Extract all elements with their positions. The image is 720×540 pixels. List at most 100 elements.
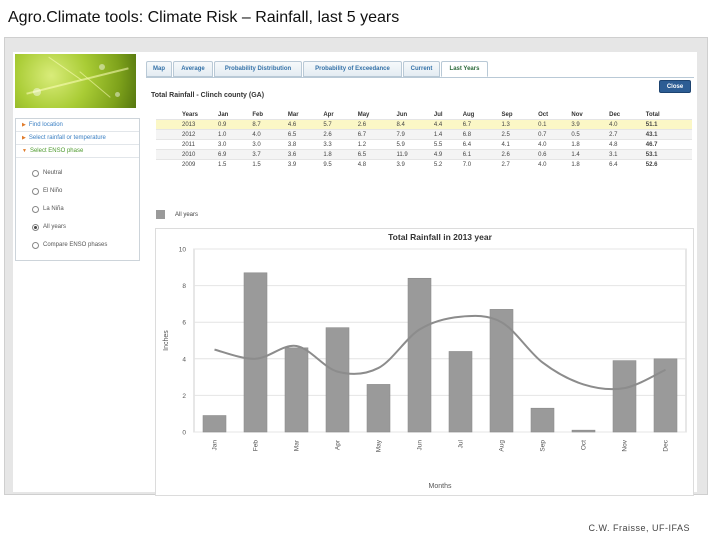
table-cell: 43.1 [645, 129, 692, 140]
table-row: 2009 1.5 1.5 3.9 9.5 4.8 3.9 5.2 7.0 2.7 4.0 1.8 6.4… [156, 159, 692, 169]
table-header-row: Years Jan Feb Mar Apr May Jun Jul Aug Sep Oct Nov De… [156, 111, 692, 120]
table-header-cell: Dec [609, 112, 621, 118]
table-cell: 8.7 [252, 119, 288, 130]
table-cell: 4.0 [538, 139, 572, 150]
enso-option-neutral[interactable]: Neutral [16, 164, 139, 182]
sidebar-menu: ▶ Find location ▶ Select rainfall or tempe… [15, 118, 140, 261]
table-cell: 1.8 [571, 159, 610, 169]
table-row: 2013 0.9 8.7 4.6 5.7 2.6 8.4 4.4 6.7 1.3 0.1 3.9 4.0… [156, 119, 692, 130]
radio-button-selected[interactable] [32, 223, 39, 231]
table-cell: 3.3 [323, 139, 358, 150]
table-cell: 3.1 [609, 149, 646, 160]
enso-option-all-years[interactable]: All years [16, 218, 139, 236]
table-cell: 11.9 [396, 149, 434, 160]
table-cell: 53.1 [645, 149, 692, 160]
close-button[interactable]: Close [659, 80, 691, 93]
table-header-cell: Mar [287, 112, 299, 118]
table-cell: 3.9 [396, 159, 434, 169]
table-cell: 6.9 [218, 149, 253, 160]
bar-jun [407, 277, 432, 433]
y-tick-label: 0 [182, 430, 186, 437]
legend-swatch [156, 210, 165, 219]
y-tick-label: 8 [182, 283, 186, 290]
table-cell: 5.7 [323, 119, 358, 130]
triangle-right-icon: ▶ [22, 122, 26, 128]
table-header-cell: Nov [571, 112, 583, 118]
tab-average[interactable]: Average [173, 61, 213, 77]
bar-nov [612, 360, 637, 433]
bar-apr [325, 327, 350, 433]
x-tick-label: Feb [253, 440, 260, 452]
table-cell: 4.8 [357, 159, 397, 169]
bar-dec [653, 358, 678, 433]
y-tick-label: 6 [182, 320, 186, 327]
enso-option-compare[interactable]: Compare ENSO phases [16, 236, 139, 254]
x-tick-label: Nov [622, 439, 629, 451]
tab-probability-distribution[interactable]: Probability Distribution [214, 61, 302, 77]
chart-legend[interactable]: All years [156, 210, 198, 219]
table-cell: 2011 [156, 139, 218, 150]
enso-option-label: La Niña [43, 206, 64, 212]
screenshot-frame: ▶ Find location ▶ Select rainfall or tempe… [4, 37, 708, 496]
table-cell: 6.8 [462, 129, 502, 140]
radio-button[interactable] [32, 169, 39, 177]
tab-map[interactable]: Map [146, 61, 172, 77]
table-cell: 5.2 [433, 159, 463, 169]
tab-last-years[interactable]: Last Years [441, 61, 488, 77]
sidebar-item-label: Select rainfall or temperature [28, 135, 106, 141]
sidebar-item-find-location[interactable]: ▶ Find location [16, 119, 139, 132]
slide-title: Agro.Climate tools: Climate Risk – Rainf… [8, 9, 400, 26]
table-cell: 0.1 [538, 119, 572, 130]
radio-button[interactable] [32, 241, 39, 249]
table-cell: 4.0 [252, 129, 288, 140]
x-tick-label: Apr [335, 439, 342, 450]
app-panel: ▶ Find location ▶ Select rainfall or tempe… [13, 52, 697, 496]
table-cell: 4.1 [501, 139, 539, 150]
enso-option-el-nino[interactable]: El Niño [16, 182, 139, 200]
table-header-cell: Jul [433, 112, 443, 118]
table-cell: 3.9 [571, 119, 610, 130]
x-tick-label: Jun [417, 440, 424, 451]
chart-title: Total Rainfall in 2013 year [388, 232, 492, 242]
table-cell: 4.6 [287, 119, 324, 130]
enso-option-la-nina[interactable]: La Niña [16, 200, 139, 218]
tab-current[interactable]: Current [403, 61, 440, 77]
x-tick-label: Dec [663, 439, 670, 451]
x-tick-label: Jan [212, 440, 219, 451]
table-header-cell: Jan [218, 112, 229, 118]
enso-option-label: Neutral [43, 170, 63, 176]
table-cell: 8.4 [396, 119, 434, 130]
y-axis-label: Inches [163, 330, 170, 351]
triangle-down-icon: ▼ [22, 148, 27, 154]
radio-button[interactable] [32, 187, 39, 195]
table-cell: 6.5 [357, 149, 397, 160]
table-cell: 1.5 [252, 159, 288, 169]
x-tick-label: May [376, 439, 383, 452]
table-cell: 1.5 [218, 159, 253, 169]
table-row: 2011 3.0 3.0 3.8 3.3 1.2 5.9 5.5 6.4 4.1 4.0 1.8 4.8… [156, 139, 692, 150]
table-cell: 2009 [156, 159, 218, 169]
table-cell: 0.5 [571, 129, 610, 140]
table-cell: 1.4 [433, 129, 463, 140]
table-cell: 2010 [156, 149, 218, 160]
sidebar-item-label: Find location [28, 122, 63, 128]
sidebar-item-enso-phase[interactable]: ▼ Select ENSO phase [16, 145, 139, 158]
table-cell: 4.0 [538, 159, 572, 169]
table-cell: 3.8 [287, 139, 324, 150]
y-tick-label: 10 [179, 247, 187, 254]
tab-probability-of-exceedance[interactable]: Probability of Exceedance [303, 61, 402, 77]
chart-svg: Total Rainfall in 2013 year 0 2 4 6 8 10 Jan Feb… [163, 232, 687, 490]
sidebar-item-label: Select ENSO phase [29, 148, 84, 154]
y-tick-label: 4 [182, 356, 186, 363]
table-cell: 2.6 [501, 149, 539, 160]
bar-oct [571, 429, 596, 433]
radio-button[interactable] [32, 205, 39, 213]
sidebar-item-rainfall-temperature[interactable]: ▶ Select rainfall or temperature [16, 132, 139, 145]
table-cell: 2013 [156, 119, 218, 130]
y-tick-label: 2 [182, 393, 186, 400]
table-cell: 4.0 [609, 119, 646, 130]
leaf-banner-image [15, 54, 136, 108]
bar-mar [284, 347, 309, 433]
bar-sep [530, 407, 555, 433]
table-cell: 1.8 [323, 149, 358, 160]
